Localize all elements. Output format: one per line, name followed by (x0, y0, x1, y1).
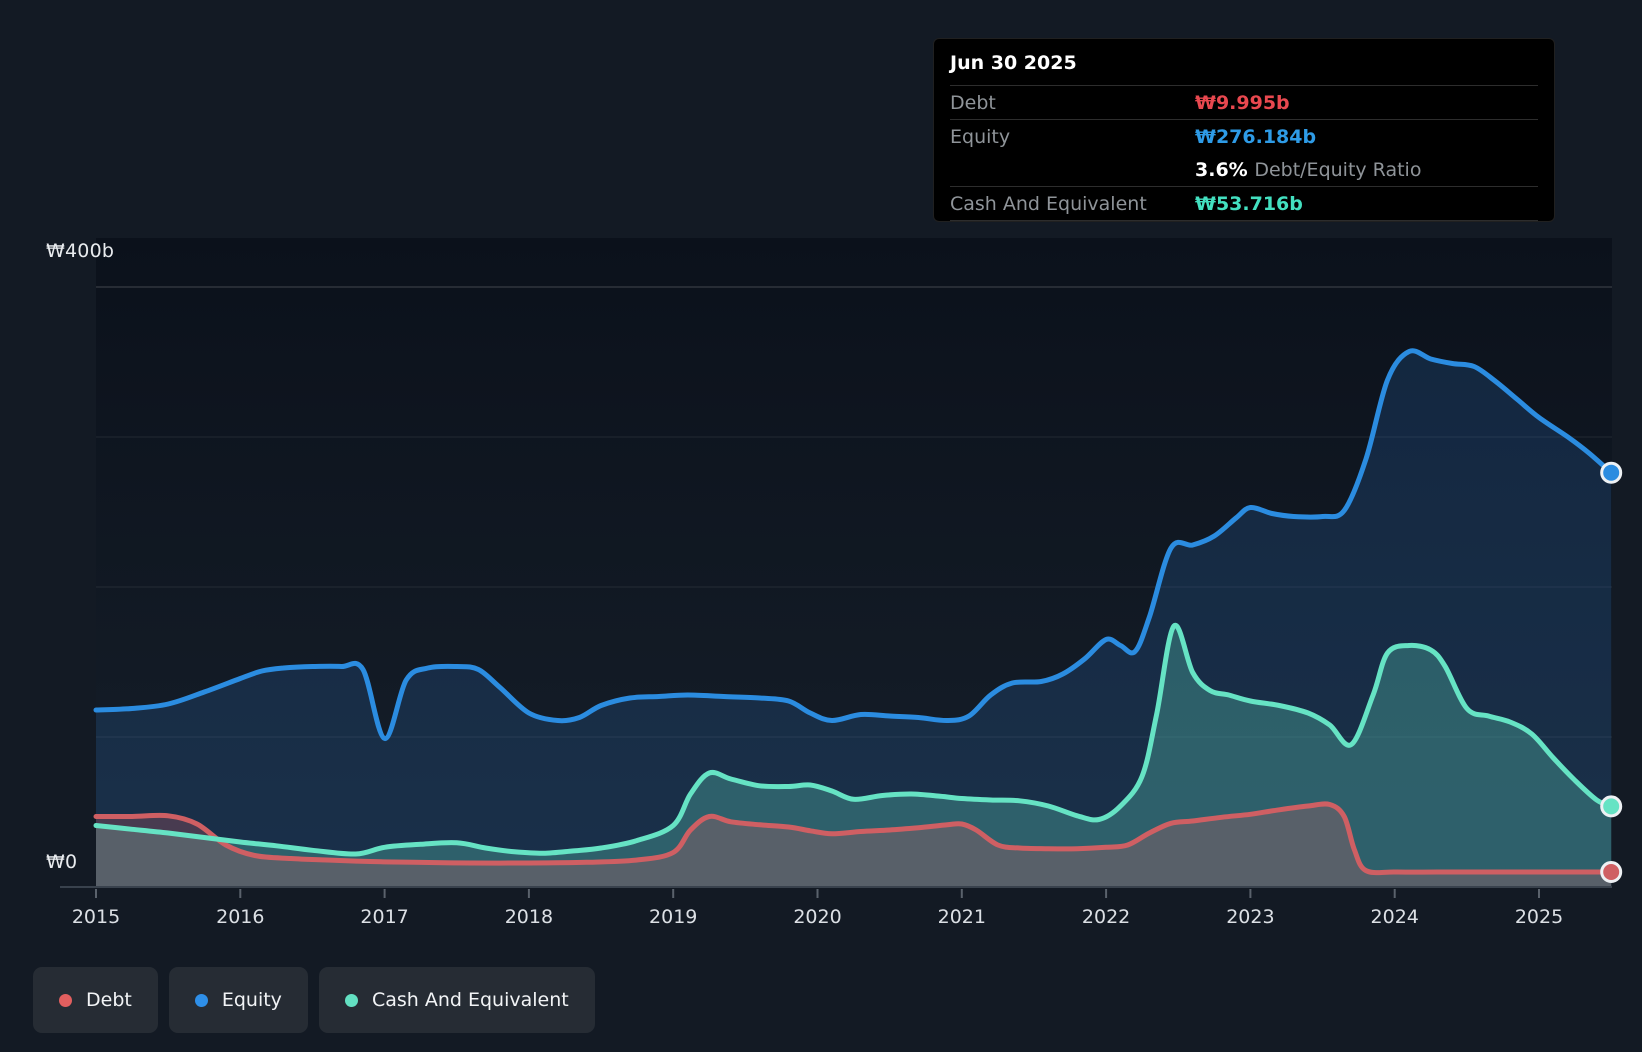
legend-cash-label: Cash And Equivalent (371, 989, 569, 1011)
tooltip-equity-label: Equity (950, 125, 1011, 148)
tooltip-cash-label: Cash And Equivalent (950, 192, 1147, 215)
tooltip-row-cash: Cash And Equivalent ₩53.716b (950, 187, 1538, 221)
svg-text:2025: 2025 (1515, 906, 1563, 928)
equity-dot-icon (194, 993, 208, 1007)
tooltip-ratio-value: 3.6% Debt/Equity Ratio (1195, 159, 1421, 181)
svg-text:2023: 2023 (1226, 906, 1274, 928)
tooltip-cash-value: ₩53.716b (1195, 192, 1303, 215)
debt-dot-icon (59, 993, 72, 1007)
svg-text:2017: 2017 (360, 906, 408, 928)
tooltip-row-ratio: 3.6% Debt/Equity Ratio (950, 153, 1538, 187)
svg-text:2020: 2020 (793, 906, 841, 928)
chart-legend: Debt Equity Cash And Equivalent (33, 967, 595, 1033)
ratio-number: 3.6% (1195, 158, 1248, 181)
svg-text:2024: 2024 (1371, 906, 1419, 928)
legend-item-equity[interactable]: Equity (168, 967, 308, 1033)
svg-text:2021: 2021 (938, 906, 986, 928)
tooltip-date: Jun 30 2025 (950, 39, 1538, 86)
tooltip-equity-value: ₩276.184b (1195, 125, 1317, 148)
tooltip-debt-label: Debt (950, 91, 996, 114)
legend-item-cash[interactable]: Cash And Equivalent (318, 967, 595, 1033)
tooltip-row-debt: Debt ₩9.995b (950, 86, 1538, 120)
svg-text:2015: 2015 (72, 906, 120, 928)
svg-text:2018: 2018 (505, 906, 553, 928)
svg-text:2016: 2016 (216, 906, 264, 928)
legend-equity-label: Equity (221, 989, 282, 1011)
legend-item-debt[interactable]: Debt (33, 967, 158, 1033)
tooltip-debt-value: ₩9.995b (1195, 91, 1290, 114)
svg-text:2019: 2019 (649, 906, 697, 928)
chart-tooltip: Jun 30 2025 Debt ₩9.995b Equity ₩276.184… (933, 38, 1555, 222)
tooltip-row-equity: Equity ₩276.184b (950, 120, 1538, 153)
svg-text:2022: 2022 (1082, 906, 1130, 928)
y-axis-zero-label: ₩0 (46, 851, 78, 873)
ratio-label: Debt/Equity Ratio (1254, 158, 1422, 181)
y-axis-max-label: ₩400b (46, 240, 115, 262)
legend-debt-label: Debt (86, 989, 132, 1011)
cash-dot-icon (344, 993, 358, 1007)
